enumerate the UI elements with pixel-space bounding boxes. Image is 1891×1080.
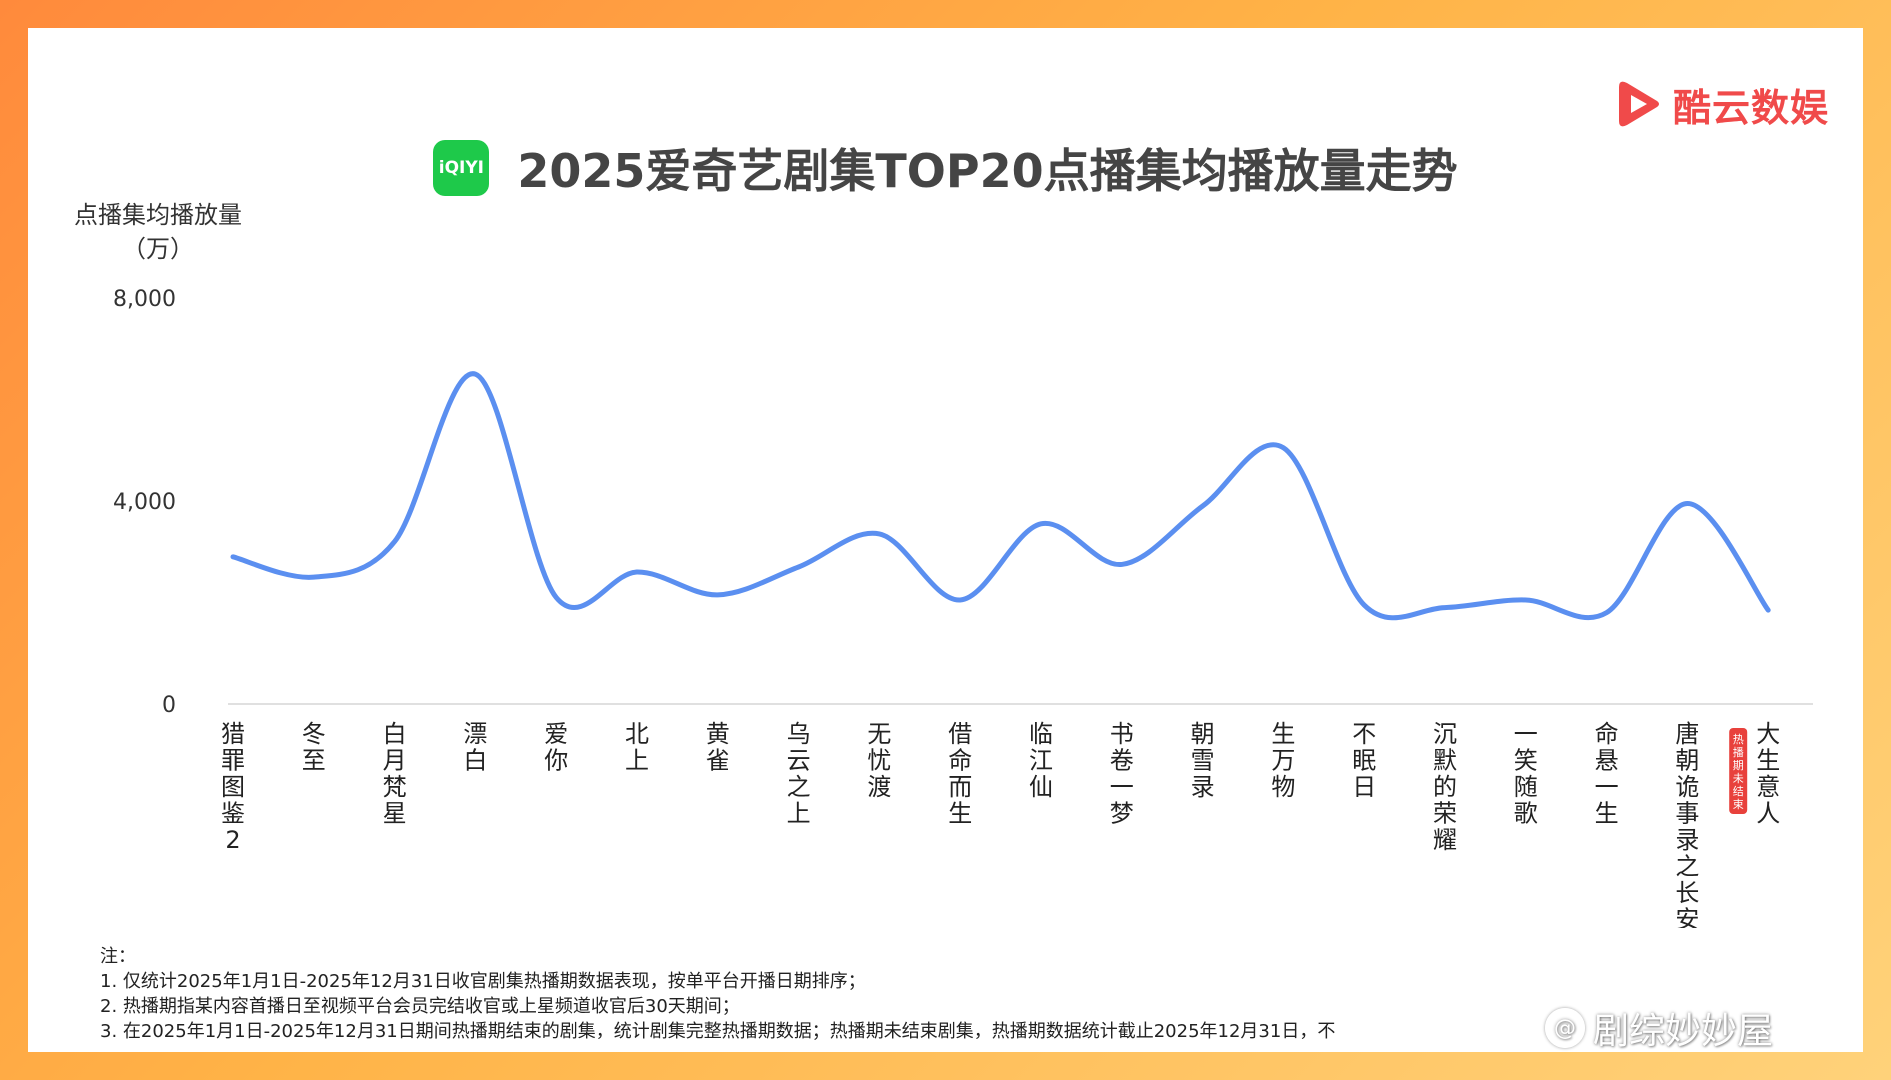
- series-line: [230, 371, 1771, 621]
- x-tick-label: 大生意人: [1756, 720, 1780, 828]
- x-tick-label: 临江仙: [1029, 720, 1053, 801]
- x-tick-label: 唐朝诡事录之长安: [1675, 720, 1699, 928]
- x-tick-label: 生万物: [1271, 720, 1295, 801]
- y-tick-label: 0: [162, 693, 176, 718]
- x-tick-label: 不眠日: [1352, 720, 1376, 801]
- x-tick-label: 爱你: [544, 720, 568, 775]
- note-line-3: 3. 在2025年1月1日-2025年12月31日期间热播期结束的剧集，统计剧集…: [100, 1021, 1336, 1042]
- x-tick-label: 黄雀: [706, 720, 730, 775]
- x-tick-label: 白月梵星: [383, 720, 407, 828]
- footnotes: 注： 1. 仅统计2025年1月1日-2025年12月31日收官剧集热播期数据表…: [100, 944, 1740, 1044]
- y-tick-label: 8,000: [113, 287, 176, 312]
- x-tick-label: 无忧渡: [867, 720, 891, 801]
- x-tick-label: 冬至: [302, 720, 326, 775]
- chart-card: 酷云数娱 iQIYI 2025爱奇艺剧集TOP20点播集均播放量走势 点播集均播…: [28, 28, 1863, 1052]
- play-logo-icon: [1619, 81, 1659, 127]
- iqiyi-logo-icon: iQIYI: [433, 140, 490, 196]
- x-tick-label: 书卷一梦: [1110, 720, 1134, 828]
- status-badge: [1729, 728, 1748, 814]
- status-badge-label: 热播期未结束: [1733, 733, 1744, 811]
- x-tick-label: 命悬一生: [1595, 720, 1619, 828]
- x-tick-label: 借命而生: [948, 720, 972, 828]
- x-tick-label: 漂白: [463, 720, 487, 775]
- note-line-1: 1. 仅统计2025年1月1日-2025年12月31日收官剧集热播期数据表现，按…: [100, 971, 866, 992]
- at-icon: @: [1545, 1008, 1585, 1048]
- x-tick-label: 一笑随歌: [1514, 720, 1538, 828]
- x-tick-label: 沉默的荣耀: [1433, 720, 1457, 854]
- x-tick-label: 北上: [625, 720, 649, 775]
- y-tick-label: 4,000: [113, 490, 176, 515]
- notes-heading: 注：: [100, 946, 136, 967]
- brand-logo: 酷云数娱: [1613, 76, 1829, 132]
- x-tick-label: 乌云之上: [787, 720, 811, 828]
- note-line-2: 2. 热播期指某内容首播日至视频平台会员完结收官或上星频道收官后30天期间；: [100, 996, 740, 1017]
- brand-name: 酷云数娱: [1673, 85, 1830, 130]
- chart-title: 2025爱奇艺剧集TOP20点播集均播放量走势: [517, 144, 1458, 198]
- chart-header: iQIYI 2025爱奇艺剧集TOP20点播集均播放量走势: [28, 128, 1863, 208]
- y-axis-label: 点播集均播放量（万）: [74, 201, 242, 263]
- x-tick-label: 猎罪图鉴 2: [221, 720, 245, 854]
- line-chart: 8,000 4,000 0 猎罪图鉴 2 冬至 白月梵星 漂白 爱你 北上 黄雀 乌云之上 无忧渡 借命…: [113, 287, 1813, 928]
- weibo-watermark: @ 剧综妙妙屋: [1545, 1003, 1773, 1053]
- watermark-text: 剧综妙妙屋: [1593, 1011, 1774, 1052]
- x-tick-label: 朝雪录: [1191, 720, 1215, 801]
